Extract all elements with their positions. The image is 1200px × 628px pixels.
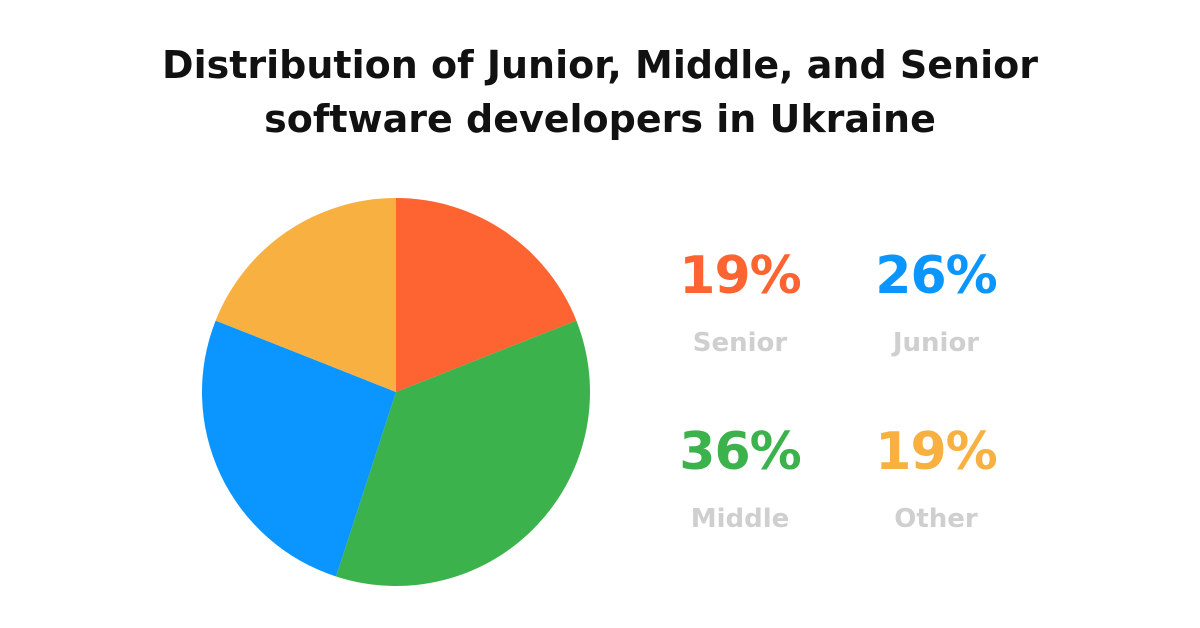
- legend-label-junior: Junior: [892, 328, 980, 358]
- chart-title: Distribution of Junior, Middle, and Seni…: [0, 38, 1200, 146]
- legend-item-middle: 36% Middle: [630, 422, 850, 536]
- legend-value-junior: 26%: [875, 246, 997, 306]
- legend-value-senior: 19%: [679, 246, 801, 306]
- legend-value-other: 19%: [875, 422, 997, 482]
- legend-item-other: 19% Other: [826, 422, 1046, 536]
- legend-value-middle: 36%: [679, 422, 801, 482]
- pie-slice-junior: [202, 320, 396, 577]
- pie-slice-senior: [396, 198, 577, 392]
- legend-item-senior: 19% Senior: [630, 246, 850, 360]
- pie-chart: [202, 198, 590, 586]
- pie-slice-middle: [336, 320, 590, 586]
- pie-slice-other: [215, 198, 396, 392]
- legend-item-junior: 26% Junior: [826, 246, 1046, 360]
- legend-label-senior: Senior: [692, 328, 788, 358]
- chart-title-line-1: Distribution of Junior, Middle, and Seni…: [162, 43, 1038, 87]
- chart-title-line-2: software developers in Ukraine: [264, 97, 936, 141]
- legend-label-middle: Middle: [690, 504, 790, 534]
- legend-label-other: Other: [894, 504, 978, 534]
